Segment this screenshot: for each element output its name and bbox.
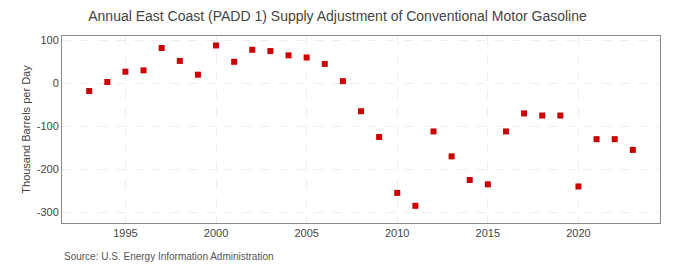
svg-text:2005: 2005 [294, 227, 318, 239]
svg-text:2000: 2000 [204, 227, 228, 239]
svg-text:2010: 2010 [385, 227, 409, 239]
svg-text:Annual East Coast (PADD 1) Sup: Annual East Coast (PADD 1) Supply Adjust… [88, 8, 587, 24]
svg-text:2015: 2015 [476, 227, 500, 239]
svg-text:0: 0 [53, 77, 59, 89]
svg-text:-300: -300 [37, 206, 59, 218]
svg-text:Source: U.S. Energy Informatio: Source: U.S. Energy Information Administ… [64, 251, 274, 262]
svg-text:-100: -100 [37, 120, 59, 132]
svg-text:Thousand Barrels per Day: Thousand Barrels per Day [20, 65, 32, 194]
svg-text:1995: 1995 [113, 227, 137, 239]
svg-text:2020: 2020 [566, 227, 590, 239]
svg-text:-200: -200 [37, 163, 59, 175]
svg-text:100: 100 [40, 34, 58, 46]
